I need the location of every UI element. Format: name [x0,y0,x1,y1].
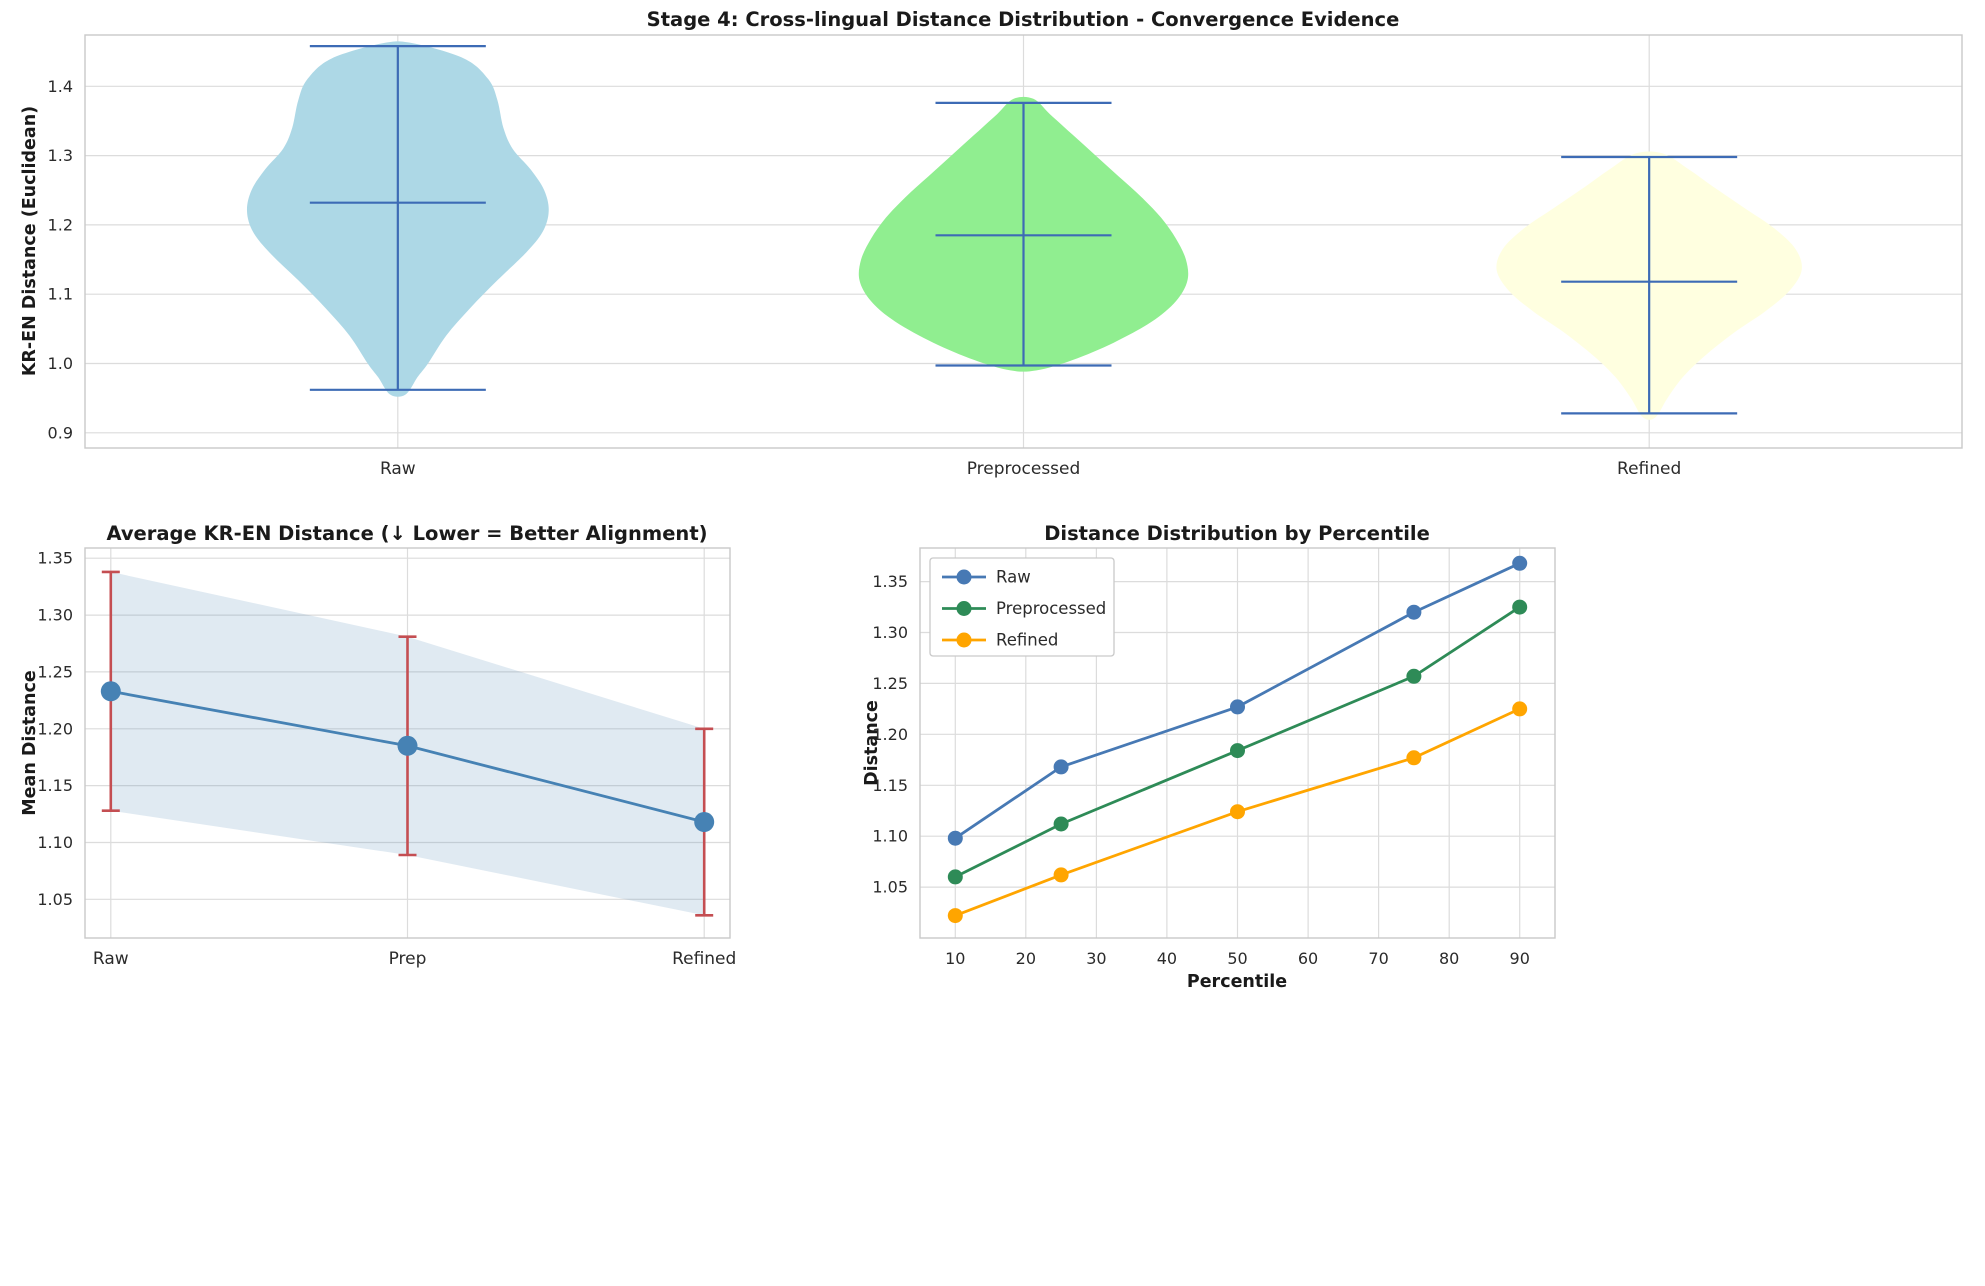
mean-chart-title: Average KR-EN Distance (↓ Lower = Better… [106,522,708,545]
percentile-xlabel: Percentile [1186,972,1288,992]
mean-marker [694,812,715,832]
mean-marker [100,681,121,702]
mean-frame [84,547,731,939]
percentile-xtick-label: 80 [1439,949,1459,968]
mean-xtick-label: Refined [672,949,736,969]
legend-marker-preprocessed [956,601,972,616]
percentile-xtick-label: 60 [1298,949,1318,968]
percentile-ytick-label: 1.15 [872,776,908,795]
percentile-marker-raw [1512,555,1528,571]
violin-xtick-label: Raw [380,459,416,479]
violin-ytick-label: 1.1 [48,285,73,304]
violin-ytick-label: 1.0 [48,354,73,373]
percentile-ytick-label: 1.05 [872,878,908,897]
legend-marker-raw [956,569,972,585]
mean-ytick-label: 1.25 [37,662,73,681]
legend-box [929,557,1115,657]
violin-chart-title: Stage 4: Cross-lingual Distance Distribu… [646,8,1400,31]
percentile-marker-refined [1053,867,1069,883]
percentile-xtick-label: 50 [1227,949,1247,968]
mean-ylabel: Mean Distance [20,670,40,816]
legend-label-raw: Raw [996,568,1031,587]
violin-ytick-label: 1.2 [48,215,73,234]
percentile-marker-refined [947,908,963,924]
violin-ylabel: KR-EN Distance (Euclidean) [20,105,40,377]
mean-ytick-label: 1.35 [37,549,73,568]
percentile-marker-raw [1053,759,1069,775]
percentile-marker-raw [1406,604,1422,620]
percentile-marker-raw [947,830,963,846]
mean-ytick-label: 1.10 [37,833,73,852]
legend-label-refined: Refined [996,631,1058,650]
percentile-marker-preprocessed [947,869,963,885]
percentile-ytick-label: 1.10 [872,827,908,846]
violin-ytick-label: 1.3 [48,146,73,165]
percentile-ylabel: Distance [862,700,882,786]
mean-ytick-label: 1.30 [37,606,73,625]
percentile-ytick-label: 1.30 [872,623,908,642]
percentile-xtick-label: 30 [1086,949,1106,968]
percentile-marker-preprocessed [1512,599,1528,615]
legend-label-preprocessed: Preprocessed [996,599,1106,618]
percentile-marker-refined [1230,804,1245,820]
mean-marker [397,735,418,756]
violin-xtick-label: Preprocessed [967,459,1081,479]
percentile-marker-preprocessed [1406,668,1422,684]
legend-marker-refined [956,632,972,648]
percentile-chart-title: Distance Distribution by Percentile [1044,522,1430,545]
mean-ytick-label: 1.05 [37,890,73,909]
mean-ytick-label: 1.15 [37,776,73,795]
violin-chart: 0.9 1.0 1.1 1.2 1.3 1.4 Raw Preprocessed Refined [48,34,1963,479]
percentile-marker-raw [1230,699,1245,715]
mean-chart: 1.05 1.10 1.15 1.20 1.25 1.30 1.35 Raw Prep Refin… [37,547,736,969]
percentile-marker-preprocessed [1053,816,1069,832]
violin-frame [84,34,1963,449]
percentile-xtick-label: 10 [945,949,965,968]
mean-xtick-label: Prep [389,949,427,969]
legend: Raw Preprocessed Refined [929,557,1115,657]
mean-xtick-label: Raw [93,949,129,969]
percentile-ytick-label: 1.25 [872,674,908,693]
mean-ytick-label: 1.20 [37,719,73,738]
percentile-xtick-label: 70 [1368,949,1388,968]
percentile-marker-refined [1406,750,1422,766]
percentile-frame [919,547,1556,939]
percentile-marker-refined [1512,701,1528,717]
percentile-ytick-label: 1.35 [872,572,908,591]
percentile-chart: 1.05 1.10 1.15 1.20 1.25 1.30 1.35 10 20 30 40 50 60… [872,547,1556,968]
percentile-marker-preprocessed [1230,743,1245,759]
percentile-xtick-label: 20 [1016,949,1036,968]
violin-ytick-label: 1.4 [48,77,73,96]
percentile-xtick-label: 40 [1157,949,1177,968]
violin-ytick-label: 0.9 [48,423,73,442]
percentile-xtick-label: 90 [1510,949,1530,968]
violin-xtick-label: Refined [1617,459,1681,479]
percentile-ytick-label: 1.20 [872,725,908,744]
